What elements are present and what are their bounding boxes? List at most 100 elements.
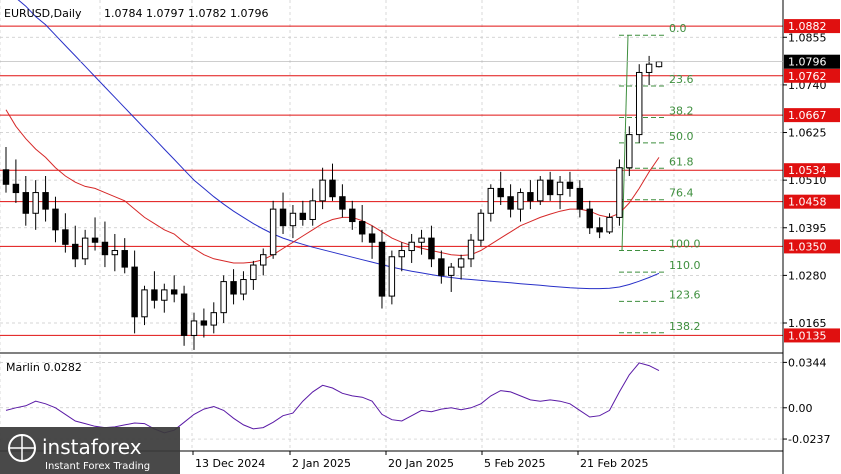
logo-tagline: Instant Forex Trading — [45, 461, 150, 472]
fib-level-label: 38.2 — [669, 104, 694, 117]
x-tick-label: 2 Jan 2025 — [292, 457, 351, 470]
marlin-indicator — [5, 362, 660, 434]
candle-body — [161, 289, 168, 301]
fib-level-label: 23.6 — [669, 73, 694, 86]
x-tick-label: 5 Feb 2025 — [484, 457, 545, 470]
candle-body — [319, 179, 326, 202]
marlin-line — [5, 362, 660, 434]
candle-body — [240, 279, 247, 295]
instaforex-logo: instaforex Instant Forex Trading — [0, 427, 180, 474]
y-tick-labels: 1.08551.07401.06251.05101.03951.02801.01… — [783, 31, 830, 446]
level-price-tag — [784, 328, 840, 343]
candle-body — [438, 258, 445, 276]
candle-body — [260, 254, 267, 266]
candle-body — [398, 250, 405, 258]
candle-body — [606, 216, 613, 233]
main-grid — [0, 0, 783, 450]
candle-body — [72, 243, 79, 260]
x-tick-labels: 13 Dec 2024 2 Jan 2025 20 Jan 2025 5 Feb 20… — [192, 451, 648, 470]
candlesticks — [2, 55, 663, 350]
fib-level-label: 110.0 — [669, 259, 701, 272]
level-price-label: 1.0667 — [788, 109, 827, 122]
logo-background — [0, 427, 180, 474]
level-price-label: 1.0534 — [788, 164, 827, 177]
level-price-label: 1.0762 — [788, 70, 827, 83]
candle-body — [576, 187, 584, 210]
y-tick-label: 1.0165 — [788, 317, 827, 330]
candle-body — [507, 196, 514, 210]
candle-body — [428, 237, 435, 260]
fib-level-label: 0.0 — [669, 22, 687, 35]
candle-body — [101, 241, 109, 256]
level-price-tag — [784, 239, 840, 254]
y-tick-label: 1.0510 — [788, 174, 827, 187]
candle-body — [32, 192, 39, 214]
marlin-tick-label: 0.0344 — [788, 356, 827, 369]
candle-body — [517, 192, 524, 210]
candle-body — [111, 250, 119, 256]
level-price-tag — [784, 194, 840, 209]
candle-body — [180, 293, 188, 336]
candle-body — [81, 237, 89, 260]
candle-body — [368, 233, 376, 243]
candle-body — [448, 266, 455, 276]
candle-body — [12, 183, 20, 194]
marlin-tick-label: 0.00 — [788, 402, 813, 415]
candle-body — [408, 241, 415, 252]
level-price-label: 1.0458 — [788, 196, 827, 209]
candle-body — [299, 212, 307, 220]
candle-body — [349, 208, 356, 223]
fib-level-label: 76.4 — [669, 187, 694, 200]
fib-trend-line — [621, 35, 629, 251]
candle-body — [645, 63, 653, 73]
horizontal-levels — [0, 25, 783, 336]
candle-body — [546, 179, 554, 196]
y-tick-label: 1.0280 — [788, 269, 827, 282]
level-price-tag — [784, 19, 840, 34]
current-price-tag — [784, 54, 840, 69]
candle-body — [141, 289, 148, 318]
candle-body — [2, 169, 10, 185]
candle-body — [358, 221, 366, 235]
candle-body — [131, 266, 138, 318]
candle-body — [655, 61, 663, 68]
level-price-label: 1.0882 — [788, 20, 827, 33]
candle-body — [477, 212, 485, 241]
candle-body — [220, 281, 227, 314]
fib-level-label: 61.8 — [669, 155, 694, 168]
candle-body — [329, 179, 336, 198]
candle-body — [596, 227, 603, 233]
candle-body — [190, 320, 198, 336]
candle-body — [497, 187, 504, 198]
candle-body — [527, 192, 534, 202]
candle-body — [250, 264, 257, 281]
marlin-tick-label: -0.0237 — [788, 433, 830, 446]
candle-body — [626, 134, 633, 169]
axes — [0, 0, 784, 474]
candle-body — [62, 229, 69, 245]
fib-level-label: 138.2 — [669, 320, 701, 333]
x-tick-label: 13 Dec 2024 — [195, 457, 265, 470]
candle-body — [210, 312, 217, 326]
candle-body — [230, 281, 237, 295]
candle-body — [586, 208, 593, 229]
candle-body — [22, 192, 30, 214]
ohlc-header: 1.0784 1.0797 1.0782 1.0796 — [104, 7, 268, 20]
ma-red-line — [5, 109, 660, 264]
candle-body — [616, 167, 623, 218]
candle-body — [289, 212, 297, 227]
x-tick-label: 21 Feb 2025 — [580, 457, 648, 470]
candle-body — [487, 187, 495, 214]
candle-body — [378, 241, 386, 297]
symbol-header: EURUSD,Daily — [4, 7, 82, 20]
candle-body — [339, 196, 346, 210]
level-price-label: 1.0350 — [788, 240, 827, 253]
candle-body — [467, 239, 475, 260]
candle-body — [457, 258, 465, 268]
candle-body — [388, 256, 396, 297]
level-price-tag — [784, 108, 840, 123]
level-price-tag — [784, 68, 840, 83]
candle-body — [91, 237, 99, 243]
candle-body — [200, 320, 208, 326]
